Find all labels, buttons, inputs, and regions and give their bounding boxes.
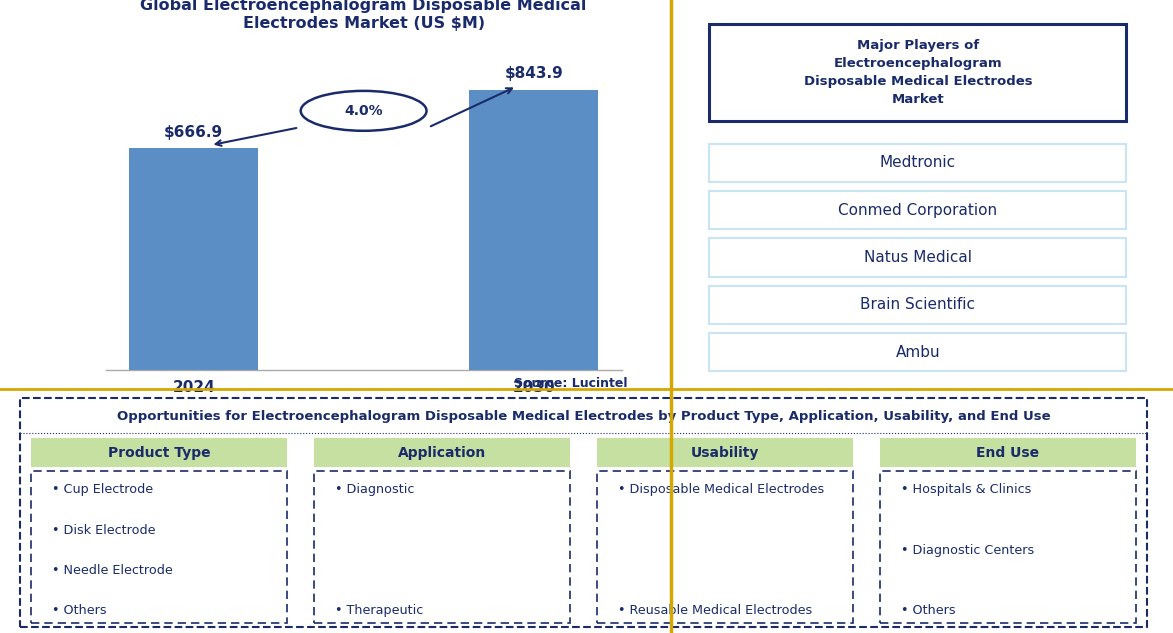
FancyBboxPatch shape [710, 144, 1126, 182]
Text: • Hospitals & Clinics: • Hospitals & Clinics [901, 483, 1031, 496]
FancyBboxPatch shape [32, 471, 287, 623]
Text: Ambu: Ambu [895, 344, 941, 360]
FancyBboxPatch shape [710, 191, 1126, 229]
FancyBboxPatch shape [710, 238, 1126, 277]
Text: Brain Scientific: Brain Scientific [860, 298, 976, 312]
FancyBboxPatch shape [20, 398, 1147, 627]
FancyBboxPatch shape [710, 333, 1126, 371]
Text: Product Type: Product Type [108, 446, 210, 460]
Text: Usability: Usability [691, 446, 759, 460]
Text: • Needle Electrode: • Needle Electrode [52, 564, 172, 577]
Text: • Cup Electrode: • Cup Electrode [52, 483, 152, 496]
Text: $843.9: $843.9 [504, 66, 563, 81]
Text: • Others: • Others [901, 605, 955, 618]
Text: End Use: End Use [976, 446, 1039, 460]
FancyBboxPatch shape [597, 471, 853, 623]
Text: Major Players of
Electroencephalogram
Disposable Medical Electrodes
Market: Major Players of Electroencephalogram Di… [804, 39, 1032, 106]
Bar [129, 149, 258, 370]
Text: • Diagnostic Centers: • Diagnostic Centers [901, 544, 1033, 557]
FancyBboxPatch shape [880, 471, 1135, 623]
FancyBboxPatch shape [314, 438, 570, 467]
Text: Medtronic: Medtronic [880, 155, 956, 170]
Text: • Diagnostic: • Diagnostic [334, 483, 414, 496]
Text: Conmed Corporation: Conmed Corporation [839, 203, 997, 218]
FancyBboxPatch shape [710, 285, 1126, 324]
Text: $666.9: $666.9 [164, 125, 223, 140]
Text: • Reusable Medical Electrodes: • Reusable Medical Electrodes [617, 605, 812, 618]
Text: • Others: • Others [52, 605, 107, 618]
FancyBboxPatch shape [880, 438, 1135, 467]
FancyBboxPatch shape [710, 25, 1126, 121]
Text: Natus Medical: Natus Medical [863, 250, 972, 265]
Text: • Therapeutic: • Therapeutic [334, 605, 422, 618]
Text: • Disposable Medical Electrodes: • Disposable Medical Electrodes [617, 483, 823, 496]
Text: Source: Lucintel: Source: Lucintel [514, 377, 628, 390]
Text: Application: Application [398, 446, 486, 460]
Title: Global Electroencephalogram Disposable Medical
Electrodes Market (US $M): Global Electroencephalogram Disposable M… [141, 0, 586, 30]
Bar [469, 90, 598, 370]
FancyBboxPatch shape [32, 438, 287, 467]
FancyBboxPatch shape [597, 438, 853, 467]
Text: Opportunities for Electroencephalogram Disposable Medical Electrodes by Product : Opportunities for Electroencephalogram D… [117, 410, 1050, 423]
Text: • Disk Electrode: • Disk Electrode [52, 523, 155, 537]
Text: 4.0%: 4.0% [345, 104, 382, 118]
FancyBboxPatch shape [314, 471, 570, 623]
